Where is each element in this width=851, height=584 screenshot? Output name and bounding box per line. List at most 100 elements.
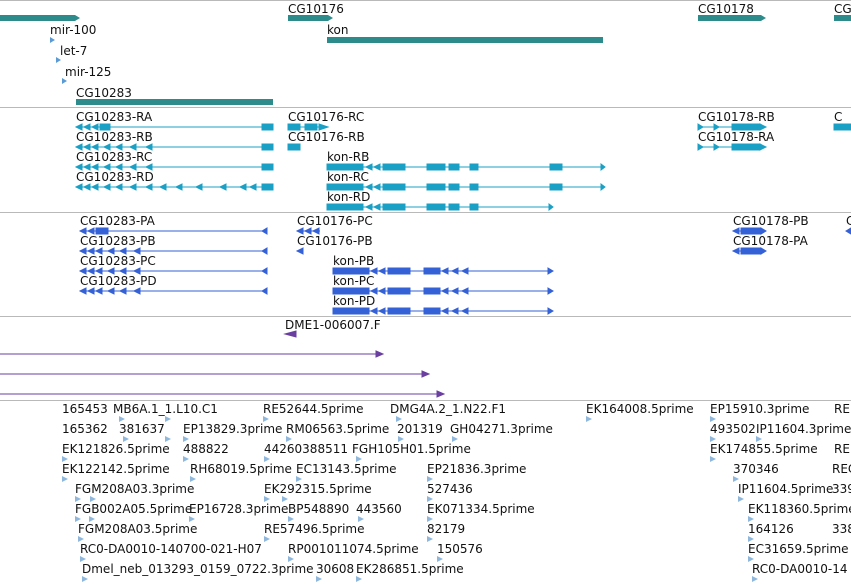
protein-cg10178-pb[interactable] [731,227,767,235]
est-marker[interactable] [62,476,68,482]
protein-kon-pd[interactable] [332,307,554,315]
protein-cg10283-pd[interactable] [78,287,268,295]
est-marker[interactable] [288,516,294,522]
est-marker[interactable] [710,416,716,422]
est-marker[interactable] [752,576,758,582]
est-marker[interactable] [586,416,592,422]
transcript-kon-rd[interactable] [326,203,554,211]
est-marker[interactable] [710,436,716,442]
est-marker[interactable] [710,456,716,462]
domain-alignment-2[interactable] [0,370,431,378]
est-marker[interactable] [183,436,189,442]
est-marker[interactable] [282,496,288,502]
est-marker[interactable] [165,416,171,422]
transcript-label-cg10283-ra: CG10283-RA [76,110,153,124]
gene-bar-cg10178[interactable] [698,15,766,21]
est-marker[interactable] [356,576,362,582]
transcript-cg10176-rc[interactable] [287,123,330,131]
est-marker[interactable] [89,516,95,522]
transcript-label-cg10283-rc: CG10283-RC [76,150,153,164]
est-marker[interactable] [165,436,171,442]
est-marker[interactable] [748,536,754,542]
est-marker[interactable] [78,536,84,542]
est-marker[interactable] [427,536,433,542]
transcript-label-edge: C [834,110,843,124]
transcript-kon-rb[interactable] [326,163,606,171]
est-marker[interactable] [316,576,322,582]
gene-bar-cg10283[interactable] [76,99,273,105]
est-marker[interactable] [183,456,189,462]
gene-bar-left[interactable] [0,15,80,21]
protein-cg10283-pc[interactable] [78,267,268,275]
est-label: EC31659.5prime [748,542,849,556]
protein-cg10283-pa[interactable] [78,227,268,235]
transcript-cg10283-rd[interactable] [74,183,274,191]
mir100-marker[interactable] [50,37,55,43]
protein-label-cg10283-pa: CG10283-PA [80,214,155,228]
protein-label-cg10283-pb: CG10283-PB [80,234,156,248]
est-marker[interactable] [75,516,81,522]
gene-bar-kon[interactable] [327,37,603,43]
protein-kon-pb[interactable] [332,267,554,275]
est-marker[interactable] [123,436,129,442]
transcript-edge[interactable] [833,123,851,131]
mir125-marker[interactable] [62,78,67,84]
est-marker[interactable] [80,556,86,562]
est-label: 527436 [427,482,473,496]
est-marker[interactable] [733,476,739,482]
gene-bar-edge[interactable] [834,15,851,21]
est-marker[interactable] [263,416,269,422]
transcript-cg10178-rb[interactable] [697,123,768,131]
gene-label-edge: CG [834,2,851,16]
est-marker[interactable] [82,576,88,582]
gene-features [0,15,851,105]
est-label: RE [834,442,850,456]
est-marker[interactable] [62,456,68,462]
est-marker[interactable] [189,516,195,522]
est-marker[interactable] [264,536,270,542]
est-marker[interactable] [264,496,270,502]
protein-cg10176-pb[interactable] [295,247,304,255]
protein-label-cg10176-pc: CG10176-PC [297,214,373,228]
domain-alignment-3[interactable] [0,390,446,398]
est-marker[interactable] [398,436,404,442]
transcript-cg10176-rb[interactable] [287,143,301,151]
domain-dme1-marker[interactable] [283,330,297,338]
gene-bar-cg10176[interactable] [288,15,333,21]
protein-kon-pc[interactable] [332,287,554,295]
transcript-cg10283-rc[interactable] [74,163,274,171]
est-marker[interactable] [427,516,433,522]
est-marker[interactable] [738,496,744,502]
est-marker[interactable] [356,456,362,462]
protein-cg10176-pc[interactable] [295,227,320,235]
est-marker[interactable] [427,496,433,502]
est-marker[interactable] [286,436,292,442]
est-marker[interactable] [358,516,364,522]
est-marker[interactable] [90,496,96,502]
domain-alignment-1[interactable] [0,350,385,358]
est-marker[interactable] [264,456,270,462]
est-marker[interactable] [452,436,458,442]
transcript-cg10283-rb[interactable] [74,143,274,151]
protein-label-cg10176-pb: CG10176-PB [297,234,373,248]
est-marker[interactable] [190,476,196,482]
est-marker[interactable] [437,556,443,562]
est-marker[interactable] [748,556,754,562]
est-marker[interactable] [288,556,294,562]
transcript-cg10178-ra[interactable] [697,143,768,151]
est-marker[interactable] [396,416,402,422]
est-marker[interactable] [119,416,125,422]
est-marker[interactable] [75,496,81,502]
gene-label-cg10283: CG10283 [76,86,132,100]
est-marker[interactable] [427,476,433,482]
transcript-kon-rc[interactable] [326,183,606,191]
est-label: EP16728.3prime [189,502,289,516]
protein-cg10178-pa[interactable] [731,247,767,255]
transcript-cg10283-ra[interactable] [74,123,274,131]
est-marker[interactable] [756,436,762,442]
let7-marker[interactable] [56,57,61,63]
protein-cg10283-pb[interactable] [78,247,268,255]
est-marker[interactable] [296,476,302,482]
est-marker[interactable] [748,516,754,522]
protein-edge[interactable] [845,227,851,235]
